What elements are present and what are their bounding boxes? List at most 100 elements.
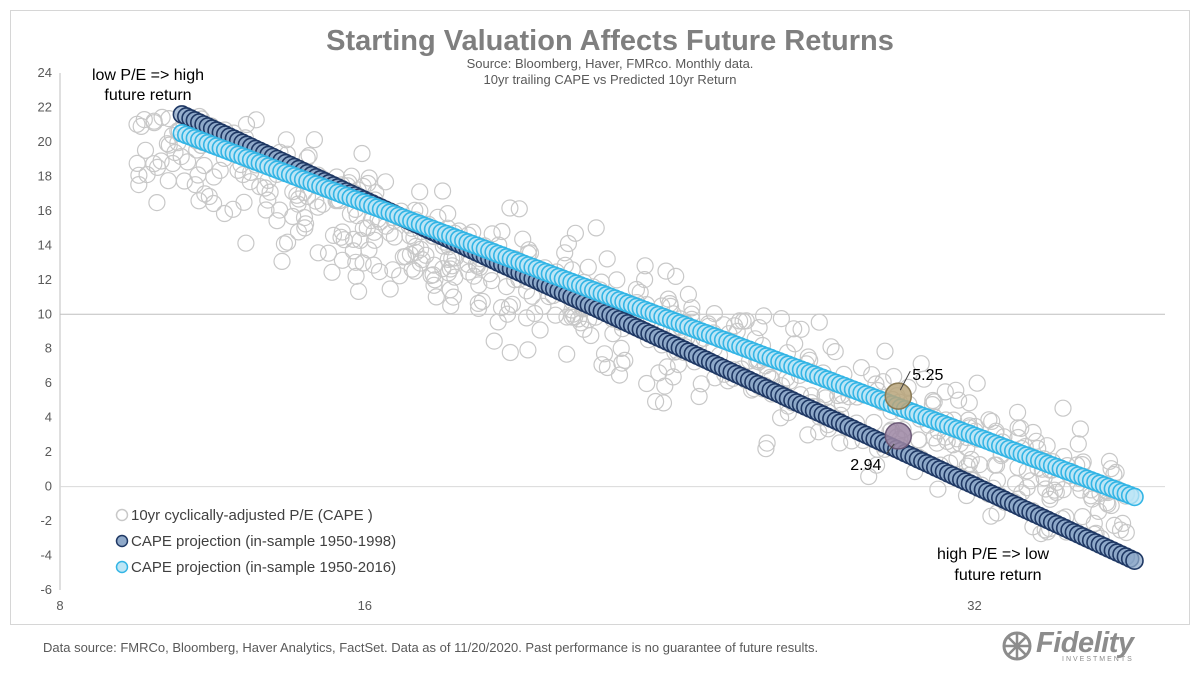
cape-point (300, 147, 318, 165)
cape-point (1045, 481, 1064, 499)
cape-point (559, 234, 578, 253)
cape-point (876, 342, 894, 360)
cape-point (534, 297, 552, 315)
cape-point (241, 173, 259, 191)
projection-2016-point (1125, 487, 1144, 507)
y-tick-label: 16 (38, 203, 52, 218)
cape-point (370, 263, 389, 281)
cape-point (256, 179, 274, 197)
cape-point (335, 231, 353, 249)
cape-point (235, 193, 253, 211)
cape-point (354, 254, 372, 272)
cape-point (224, 200, 242, 218)
cape-point (470, 299, 488, 317)
cape-point (1006, 475, 1025, 493)
cape-point (347, 253, 365, 271)
y-tick-label: -6 (40, 582, 52, 597)
cape-point (284, 207, 302, 226)
cape-point (785, 320, 803, 338)
cape-point (427, 288, 445, 306)
cape-point (417, 246, 435, 264)
cape-point (1037, 480, 1055, 498)
cape-point (566, 224, 585, 242)
highlight-leader-5-25 (899, 370, 911, 391)
x-tick-label: 16 (358, 598, 372, 613)
cape-point (579, 258, 597, 276)
cape-point (638, 374, 656, 393)
y-tick-label: -2 (40, 513, 52, 528)
cape-point (275, 235, 293, 253)
cape-point (1105, 516, 1123, 535)
cape-point (1027, 432, 1045, 450)
cape-point (575, 320, 593, 338)
cape-point (470, 276, 488, 294)
cape-point (690, 387, 708, 406)
projection-1998-point (1125, 551, 1144, 571)
chart-subtitle-line-1: Source: Bloomberg, Haver, FMRco. Monthly… (467, 56, 754, 71)
cape-point (277, 131, 295, 149)
cape-point (501, 199, 519, 217)
cape-point (750, 319, 768, 337)
cape-point (970, 456, 989, 474)
cape-point (172, 148, 190, 166)
cape-point (656, 377, 674, 395)
cape-point (595, 345, 614, 363)
cape-point (1069, 435, 1087, 453)
cape-point (519, 341, 537, 359)
cape-point (960, 394, 978, 412)
cape-point (196, 185, 214, 203)
cape-point (1085, 514, 1103, 533)
cape-point (1113, 514, 1132, 533)
cape-point (949, 391, 968, 409)
annotation-bottom-right-line-1: high P/E => low (937, 546, 1050, 563)
cape-point (863, 366, 881, 384)
cape-point (444, 288, 463, 306)
annotation-top-left-line-2: future return (104, 87, 191, 104)
cape-point (514, 230, 532, 248)
annotation-bottom-right-line-2: future return (954, 567, 1041, 584)
cape-point (425, 276, 443, 294)
cape-point (582, 326, 600, 345)
cape-point (730, 312, 749, 330)
legend-label-2016: CAPE projection (in-sample 1950-2016) (131, 559, 396, 576)
cape-point (613, 354, 631, 372)
cape-point (598, 250, 616, 268)
legend-label-1998: CAPE projection (in-sample 1950-1998) (131, 533, 396, 550)
y-tick-label: 4 (45, 410, 52, 425)
cape-point (376, 173, 395, 191)
cape-point (145, 155, 163, 173)
cape-point (1054, 399, 1072, 417)
legend-marker-1998 (115, 534, 129, 548)
cape-point (365, 256, 383, 274)
cape-point (211, 161, 229, 179)
cape-point (929, 480, 947, 498)
cape-point (608, 271, 626, 289)
cape-point (1012, 419, 1030, 437)
cape-point (195, 156, 213, 175)
chart-subtitle-line-2: 10yr trailing CAPE vs Predicted 10yr Ret… (484, 72, 737, 87)
cape-point (912, 355, 930, 373)
cape-point (786, 335, 804, 353)
cape-point (500, 298, 518, 316)
cape-point (439, 250, 457, 268)
cape-point (273, 252, 291, 270)
cape-point (754, 307, 773, 325)
cape-point (319, 244, 338, 262)
cape-point (833, 395, 851, 413)
cape-point (646, 392, 665, 411)
cape-point (667, 267, 685, 285)
y-tick-label: -4 (40, 548, 52, 563)
cape-point (1073, 507, 1092, 526)
cape-point (734, 312, 752, 330)
y-tick-label: 14 (38, 237, 52, 252)
cape-point (411, 183, 429, 201)
cape-point (353, 144, 371, 163)
cape-point (186, 176, 204, 194)
cape-point (616, 351, 634, 369)
cape-point (324, 226, 343, 244)
cape-point (1008, 403, 1027, 421)
cape-point (485, 332, 503, 350)
cape-point (344, 242, 362, 260)
cape-point (148, 194, 166, 212)
